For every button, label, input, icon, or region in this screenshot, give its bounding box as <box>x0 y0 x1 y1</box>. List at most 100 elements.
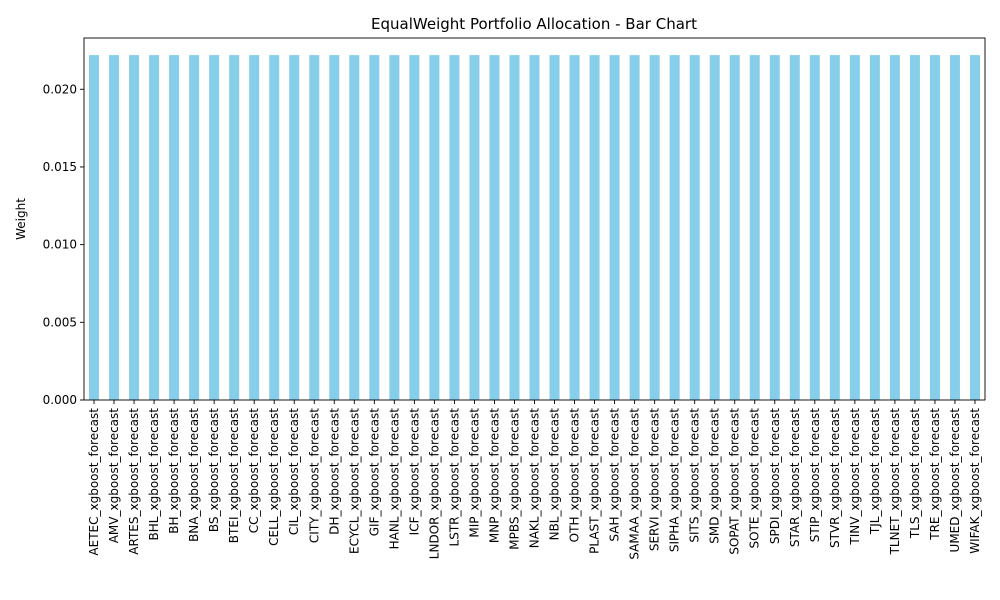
bar-29 <box>669 55 680 401</box>
bar-31 <box>709 55 720 401</box>
bar-38 <box>849 55 860 401</box>
x-tick-label-3: BHL_xgboost_forecast <box>147 408 161 541</box>
x-tick-label-32: SOPAT_xgboost_forecast <box>728 408 742 555</box>
x-tick-label-8: CC_xgboost_forecast <box>247 408 261 534</box>
bar-19 <box>469 55 480 401</box>
x-tick-label-35: STAR_xgboost_forecast <box>788 408 802 547</box>
x-tick-label-17: LNDOR_xgboost_forecast <box>427 408 441 559</box>
x-tick-label-29: SIPHA_xgboost_forecast <box>668 408 682 552</box>
bar-23 <box>549 55 560 401</box>
plot-frame <box>83 37 986 401</box>
x-tick-label-6: BS_xgboost_forecast <box>207 408 221 532</box>
x-tick-label-9: CELL_xgboost_forecast <box>267 408 281 546</box>
y-tick-label-3: 0.015 <box>43 160 77 174</box>
x-tick-label-21: MPBS_xgboost_forecast <box>507 408 521 550</box>
chart-title: EqualWeight Portfolio Allocation - Bar C… <box>371 15 697 33</box>
bar-13 <box>349 55 360 401</box>
y-axis-label: Weight <box>14 198 28 240</box>
bar-32 <box>729 55 740 401</box>
bar-4 <box>169 55 180 401</box>
bar-33 <box>749 55 760 401</box>
x-tick-label-34: SPDI_xgboost_forecast <box>768 408 782 544</box>
bar-35 <box>789 55 800 401</box>
x-tick-label-18: LSTR_xgboost_forecast <box>447 408 461 547</box>
x-tick-label-27: SAMAA_xgboost_forecast <box>628 408 642 560</box>
bar-34 <box>769 55 780 401</box>
x-tick-label-39: TJL_xgboost_forecast <box>868 408 882 535</box>
x-tick-label-40: TLNET_xgboost_forecast <box>888 408 902 556</box>
x-tick-label-22: NAKL_xgboost_forecast <box>528 408 542 549</box>
x-tick-label-15: HANL_xgboost_forecast <box>387 408 401 550</box>
bar-28 <box>649 55 660 401</box>
bar-14 <box>369 55 380 401</box>
bars-group <box>89 55 980 401</box>
x-tick-label-0: AETEC_xgboost_forecast <box>87 408 101 556</box>
x-tick-label-44: WIFAK_xgboost_forecast <box>968 408 982 554</box>
x-tick-label-19: MIP_xgboost_forecast <box>467 408 481 538</box>
bar-37 <box>829 55 840 401</box>
bar-2 <box>129 55 140 401</box>
bar-12 <box>329 55 340 401</box>
y-tick-label-4: 0.020 <box>43 82 77 96</box>
x-tick-label-25: PLAST_xgboost_forecast <box>588 408 602 554</box>
x-tick-label-16: ICF_xgboost_forecast <box>407 408 421 536</box>
bar-16 <box>409 55 420 401</box>
bar-44 <box>969 55 980 401</box>
bar-22 <box>529 55 540 401</box>
x-tick-label-2: ARTES_xgboost_forecast <box>127 408 141 555</box>
bar-3 <box>149 55 160 401</box>
bar-39 <box>869 55 880 401</box>
bar-26 <box>609 55 620 401</box>
x-tick-label-11: CITY_xgboost_forecast <box>307 408 321 543</box>
bar-30 <box>689 55 700 401</box>
bar-9 <box>269 55 280 401</box>
bar-42 <box>929 55 940 401</box>
x-tick-label-12: DH_xgboost_forecast <box>327 408 341 535</box>
x-tick-label-28: SERVI_xgboost_forecast <box>648 408 662 551</box>
x-ticks-group: AETEC_xgboost_forecast AMV_xgboost_foreca… <box>87 400 982 560</box>
x-tick-label-20: MNP_xgboost_forecast <box>487 408 501 543</box>
x-tick-label-43: UMED_xgboost_forecast <box>948 408 962 553</box>
x-tick-label-5: BNA_xgboost_forecast <box>187 408 201 542</box>
x-tick-label-23: NBL_xgboost_forecast <box>548 408 562 541</box>
bar-1 <box>109 55 120 401</box>
x-tick-label-7: BTEI_xgboost_forecast <box>227 408 241 543</box>
bar-43 <box>949 55 960 401</box>
bar-11 <box>309 55 320 401</box>
x-tick-label-36: STIP_xgboost_forecast <box>808 408 822 543</box>
y-tick-label-2: 0.010 <box>43 238 77 252</box>
x-tick-label-31: SMD_xgboost_forecast <box>708 408 722 544</box>
bar-20 <box>489 55 500 401</box>
y-ticks-group: 0.000 0.005 0.010 0.015 0.020 <box>43 82 84 407</box>
bar-10 <box>289 55 300 401</box>
x-tick-label-10: CIL_xgboost_forecast <box>287 408 301 535</box>
x-tick-label-33: SOTE_xgboost_forecast <box>748 408 762 549</box>
bar-21 <box>509 55 520 401</box>
y-tick-label-0: 0.000 <box>43 393 77 407</box>
bar-40 <box>889 55 900 401</box>
x-tick-label-13: ECYCL_xgboost_forecast <box>347 408 361 554</box>
x-tick-label-30: SITS_xgboost_forecast <box>688 408 702 543</box>
x-tick-label-26: SAH_xgboost_forecast <box>608 408 622 542</box>
bar-0 <box>89 55 100 401</box>
bar-6 <box>209 55 220 401</box>
bar-41 <box>909 55 920 401</box>
bar-5 <box>189 55 200 401</box>
bar-25 <box>589 55 600 401</box>
bar-17 <box>429 55 440 401</box>
bar-7 <box>229 55 240 401</box>
bar-36 <box>809 55 820 401</box>
x-tick-label-38: TINV_xgboost_forecast <box>848 408 862 546</box>
bar-27 <box>629 55 640 401</box>
x-tick-label-37: STVR_xgboost_forecast <box>828 408 842 548</box>
y-tick-label-1: 0.005 <box>43 315 77 329</box>
bar-24 <box>569 55 580 401</box>
x-tick-label-1: AMV_xgboost_forecast <box>107 408 121 544</box>
bar-18 <box>449 55 460 401</box>
x-tick-label-14: GIF_xgboost_forecast <box>367 408 381 537</box>
bar-15 <box>389 55 400 401</box>
x-tick-label-41: TLS_xgboost_forecast <box>908 408 922 539</box>
x-tick-label-42: TRE_xgboost_forecast <box>928 408 942 541</box>
x-tick-label-24: OTH_xgboost_forecast <box>568 408 582 543</box>
